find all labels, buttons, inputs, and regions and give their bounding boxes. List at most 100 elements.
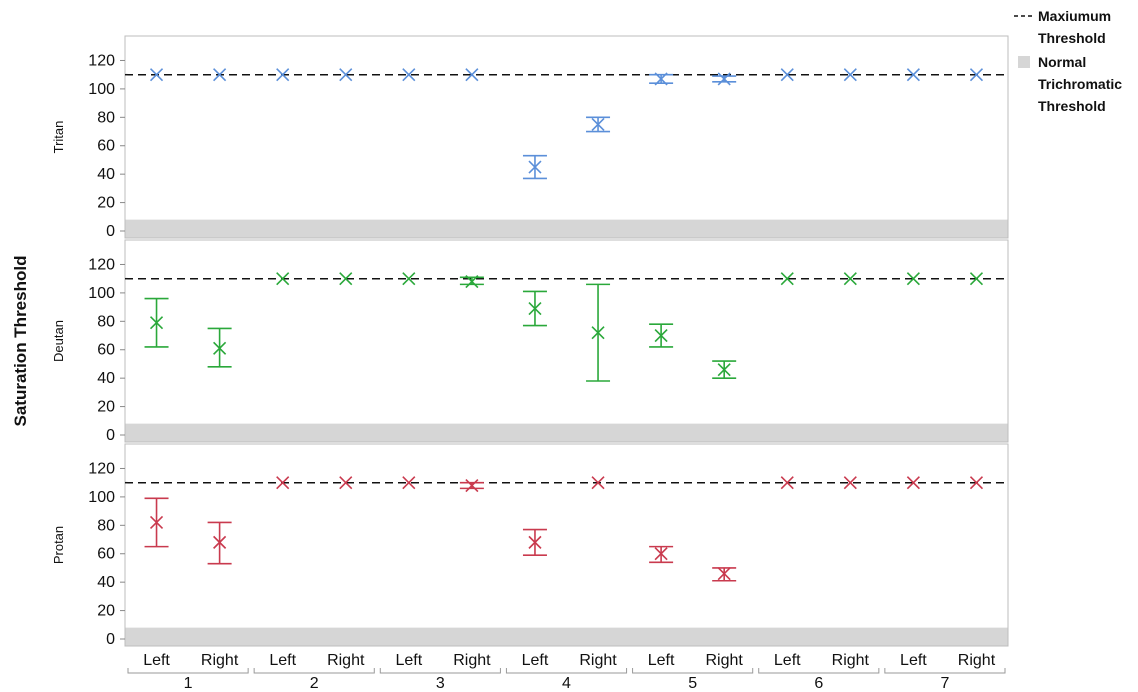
normal-threshold-band	[125, 423, 1008, 442]
point-marker-stroke	[780, 68, 794, 82]
data-point	[717, 72, 731, 86]
data-point	[465, 274, 479, 289]
group-bracket	[632, 668, 754, 674]
y-tick-label: 80	[97, 313, 115, 330]
panel-deutan: 0 20 40 60 80 100 120 Deutan	[51, 239, 1009, 444]
x-tick-label-eye: Right	[832, 652, 870, 669]
data-point	[591, 476, 605, 490]
point-marker-stroke	[717, 72, 731, 86]
y-tick-label: 20	[97, 603, 115, 620]
legend-label-normal-threshold: Trichromatic	[1038, 76, 1122, 92]
x-group-label: 7	[940, 675, 949, 692]
point-marker-stroke	[591, 476, 605, 490]
y-tick-label: 20	[97, 399, 115, 416]
x-tick-label-eye: Right	[958, 652, 996, 669]
x-tick-label-eye: Right	[453, 652, 491, 669]
x-tick-label-eye: Left	[143, 652, 170, 669]
x-axis: Left Right Left Right Left Right Left Right Left…	[127, 652, 1006, 692]
point-marker-stroke	[654, 328, 668, 343]
point-marker-stroke	[969, 476, 984, 490]
group-bracket	[884, 668, 1006, 674]
data-point	[149, 515, 164, 530]
data-point	[654, 72, 668, 86]
data-point	[149, 68, 164, 82]
y-tick-label: 100	[88, 285, 115, 302]
y-tick-label: 120	[88, 52, 115, 69]
y-tick-label: 0	[106, 223, 115, 240]
point-marker-stroke	[843, 272, 857, 286]
y-tick-label: 100	[88, 81, 115, 98]
data-point	[969, 68, 984, 82]
point-marker-stroke	[339, 476, 353, 490]
data-point	[276, 68, 290, 82]
data-point	[149, 316, 164, 330]
panel-label: Protan	[51, 526, 66, 564]
chart-panels: 0 20 40 60 80 100 120 Tritan 0 20 40 60 80 100 120 Deut…	[51, 35, 1009, 648]
data-point	[780, 68, 794, 82]
point-marker-stroke	[528, 535, 542, 549]
point-marker-stroke	[465, 478, 479, 493]
data-point	[969, 272, 984, 286]
x-tick-label-eye: Right	[201, 652, 239, 669]
y-tick-label: 60	[97, 342, 115, 359]
data-point	[843, 68, 857, 82]
group-bracket	[505, 668, 628, 674]
data-point	[276, 272, 290, 286]
y-tick-label: 40	[97, 166, 115, 183]
y-tick-label: 0	[106, 631, 115, 648]
data-point	[339, 68, 353, 82]
data-point	[213, 341, 227, 355]
point-marker-stroke	[402, 68, 416, 82]
data-point	[276, 476, 290, 490]
data-point	[717, 363, 731, 377]
x-tick-label-eye: Left	[269, 652, 296, 669]
point-marker-stroke	[780, 272, 794, 286]
point-marker-stroke	[843, 476, 857, 490]
data-point	[528, 535, 542, 549]
data-point	[654, 547, 668, 561]
y-tick-label: 60	[97, 546, 115, 563]
point-marker-stroke	[339, 272, 353, 286]
x-tick-label-eye: Left	[900, 652, 927, 669]
point-marker-stroke	[654, 547, 668, 561]
point-marker-stroke	[339, 68, 353, 82]
point-marker-stroke	[717, 363, 731, 377]
data-point	[528, 301, 542, 316]
normal-threshold-band	[125, 627, 1008, 646]
y-tick-label: 20	[97, 195, 115, 212]
data-point	[591, 326, 605, 340]
point-marker-stroke	[213, 535, 227, 549]
data-point	[213, 535, 227, 549]
y-tick-label: 80	[97, 517, 115, 534]
data-point	[339, 272, 353, 286]
panel-tritan: 0 20 40 60 80 100 120 Tritan	[51, 35, 1009, 240]
point-marker-stroke	[906, 68, 920, 82]
point-marker-stroke	[843, 68, 857, 82]
point-marker-stroke	[654, 72, 668, 86]
data-point	[780, 272, 794, 286]
point-marker-stroke	[969, 272, 984, 286]
panel-frame	[124, 35, 1009, 239]
data-point	[906, 68, 920, 82]
legend-label-normal-threshold: Threshold	[1038, 98, 1106, 114]
point-marker-stroke	[465, 68, 479, 82]
data-point	[906, 272, 920, 286]
y-tick-label: 120	[88, 256, 115, 273]
data-point	[402, 272, 416, 286]
point-marker-stroke	[149, 515, 164, 530]
point-marker-stroke	[276, 272, 290, 286]
data-point	[339, 476, 353, 490]
x-tick-label-eye: Right	[705, 652, 743, 669]
normal-threshold-band	[125, 219, 1008, 238]
x-group-label: 6	[814, 675, 823, 692]
data-point	[402, 68, 416, 82]
point-marker-stroke	[402, 272, 416, 286]
x-tick-label-eye: Left	[395, 652, 422, 669]
legend-label-max-threshold: Threshold	[1038, 30, 1106, 46]
point-marker-stroke	[276, 68, 290, 82]
x-tick-label-eye: Left	[648, 652, 675, 669]
x-tick-label-eye: Left	[522, 652, 549, 669]
point-marker-stroke	[465, 274, 479, 289]
data-point	[969, 476, 984, 490]
legend: Maxiumum Threshold Normal Trichromatic Thres…	[1014, 8, 1122, 114]
